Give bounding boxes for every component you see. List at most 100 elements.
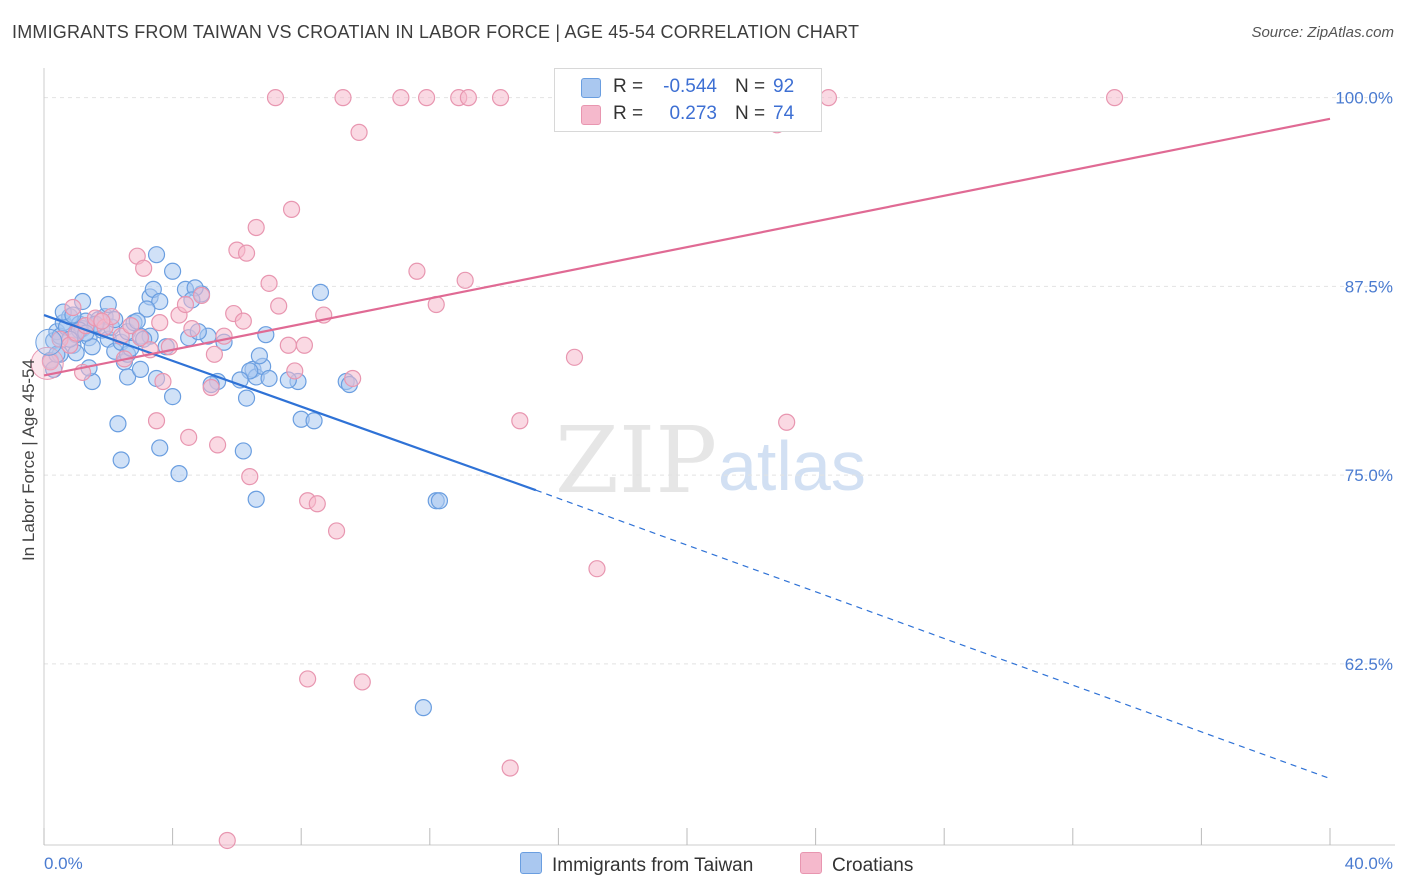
source-credit: Source: ZipAtlas.com [1251, 24, 1394, 41]
croatian-point [131, 329, 150, 347]
taiwan-cluster-point [35, 328, 63, 356]
croatian-point [350, 123, 368, 141]
taiwan-point [131, 360, 150, 379]
taiwan-point [430, 492, 449, 510]
croatian-point [205, 345, 223, 363]
legend-n-label: N = [735, 76, 766, 97]
legend-n-value: 74 [773, 103, 795, 124]
croatian-point [334, 89, 352, 107]
croatian-point [234, 312, 252, 330]
croatian-point [279, 336, 297, 354]
croatian-point [501, 759, 519, 777]
croatian-point [327, 522, 346, 540]
croatian-point [408, 262, 426, 280]
watermark-atlas: atlas [718, 427, 866, 505]
trend-lines [43, 117, 1331, 780]
legend-r-value: -0.544 [663, 76, 717, 97]
croatian-point [247, 218, 265, 237]
x-tick-label: 40.0% [1345, 854, 1393, 873]
croatian-point [154, 372, 172, 391]
croatian-point [344, 369, 362, 388]
taiwan-point [247, 490, 265, 508]
taiwan-point [250, 347, 269, 365]
taiwan-point [138, 300, 156, 318]
chart-title: IMMIGRANTS FROM TAIWAN VS CROATIAN IN LA… [12, 22, 860, 42]
croatian-point [353, 673, 371, 691]
croatian-point [260, 274, 278, 292]
croatian-point [64, 298, 82, 317]
croatian-point [392, 89, 410, 107]
taiwan-point [151, 292, 169, 311]
taiwan-trend-extension [535, 489, 1331, 780]
croatian-point [202, 378, 220, 397]
croatian-point [1105, 89, 1124, 107]
croatian-trend-line [43, 117, 1331, 377]
croatian-point [218, 831, 236, 850]
taiwan-trend-line [43, 314, 537, 492]
axes [43, 68, 1395, 846]
croatian-point [511, 412, 529, 430]
bottom-legend-label-croatians: Croatians [832, 855, 914, 876]
y-tick-label: 75.0% [1345, 466, 1393, 485]
croatian-point [565, 348, 584, 366]
croatian-point [282, 200, 301, 218]
croatian-point [147, 412, 166, 430]
legend-swatch-croatians [581, 105, 601, 125]
taiwan-point [311, 283, 330, 302]
croatian-point [417, 89, 436, 107]
x-tick-label: 0.0% [44, 854, 83, 873]
croatian-point [122, 317, 140, 335]
croatian-point [237, 244, 256, 262]
croatian-point [819, 89, 838, 107]
tick-labels: 62.5% 75.0% 87.5% 100.0% 0.0% 40.0% In Labor F… [19, 89, 1393, 873]
croatian-point [209, 436, 227, 454]
watermark-zip: ZIP [555, 407, 717, 514]
legend-r-value: 0.273 [669, 103, 717, 124]
croatian-point [295, 336, 314, 354]
data-points [30, 89, 1124, 850]
taiwan-point [147, 246, 166, 264]
taiwan-point [260, 369, 278, 388]
taiwan-point [109, 415, 127, 433]
taiwan-point [170, 464, 188, 483]
bottom-legend-swatch-croatians [800, 852, 822, 874]
croatian-point [151, 314, 169, 332]
croatian-point [491, 89, 510, 107]
taiwan-point [164, 262, 182, 280]
y-tick-label: 87.5% [1345, 277, 1393, 296]
croatian-point [176, 295, 195, 314]
legend-r-label: R = [613, 76, 644, 97]
croatian-point [183, 320, 201, 338]
legend-row-taiwan: R = -0.544 N = 92 [555, 75, 821, 101]
correlation-legend: R = -0.544 N = 92 R = 0.273 N = 74 [554, 68, 822, 132]
y-tick-label: 62.5% [1345, 655, 1393, 674]
bottom-legend-taiwan: Immigrants from Taiwan [520, 852, 753, 877]
legend-n-value: 92 [773, 76, 795, 97]
croatian-point [93, 312, 111, 330]
legend-r-label: R = [613, 103, 644, 124]
y-tick-label: 100.0% [1335, 89, 1393, 108]
croatian-cluster-point [30, 346, 64, 380]
legend-swatch-taiwan [581, 78, 601, 98]
croatian-point [266, 89, 285, 107]
bottom-legend-label-taiwan: Immigrants from Taiwan [552, 855, 754, 876]
bottom-legend-croatians: Croatians [800, 852, 913, 877]
taiwan-point [112, 451, 130, 469]
taiwan-point [118, 368, 137, 386]
taiwan-point [151, 439, 169, 457]
croatian-point [270, 297, 288, 315]
croatian-point [459, 89, 477, 107]
taiwan-point [414, 699, 432, 717]
y-axis-label: In Labor Force | Age 45-54 [19, 359, 38, 561]
legend-row-croatians: R = 0.273 N = 74 [555, 102, 821, 128]
croatian-point [778, 413, 796, 431]
legend-n-label: N = [735, 103, 766, 124]
croatian-point [135, 259, 153, 277]
croatian-point [241, 468, 259, 486]
taiwan-point [164, 387, 182, 406]
croatian-point [456, 271, 474, 289]
croatian-point [180, 428, 198, 446]
croatian-point [308, 495, 326, 513]
croatian-point [192, 286, 211, 305]
